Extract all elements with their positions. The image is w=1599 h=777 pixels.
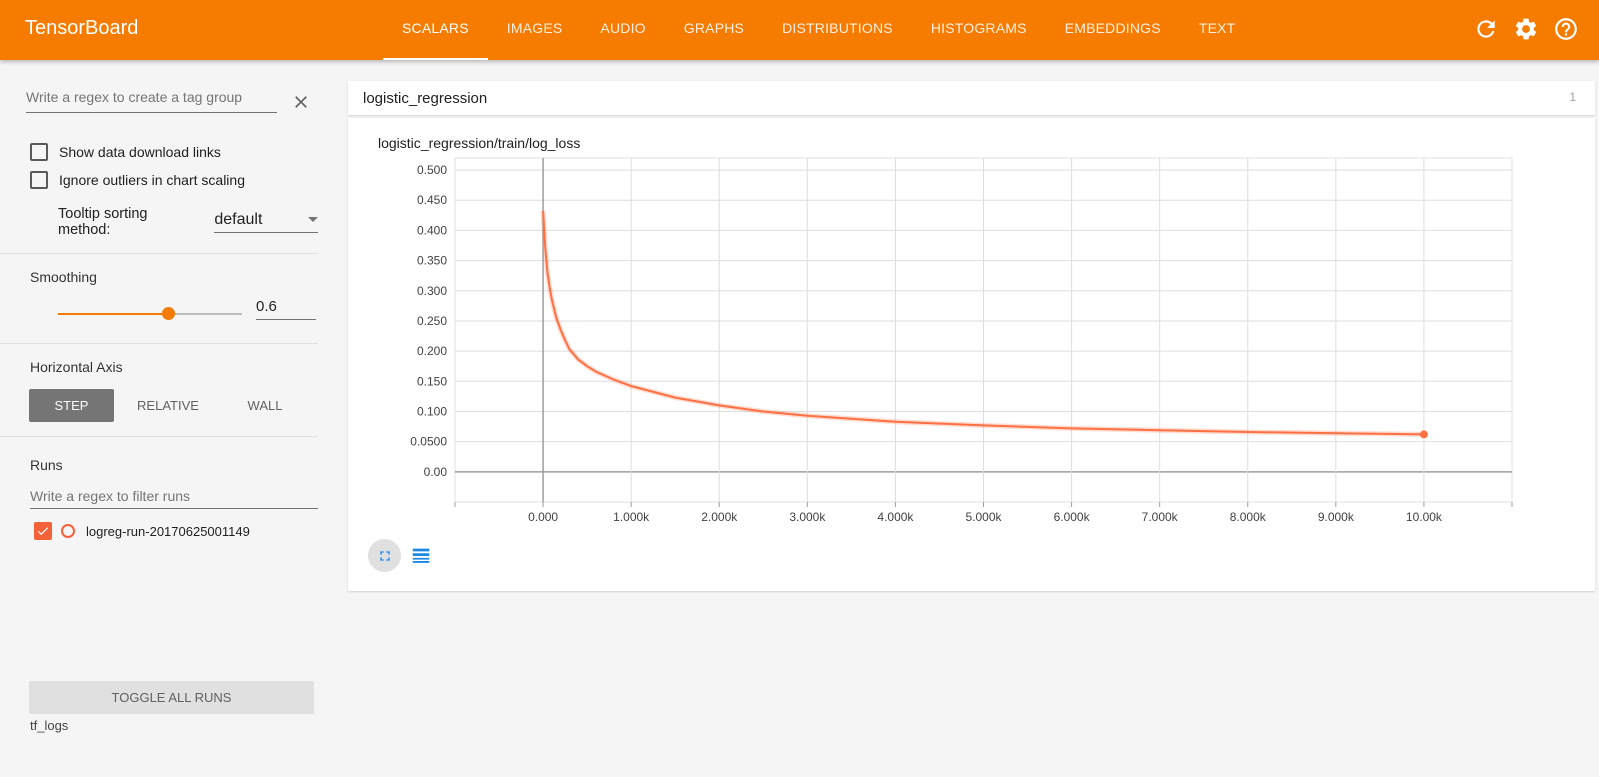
show-download-links-option: Show data download links (30, 143, 221, 161)
x-tick-label: 6.000k (1054, 510, 1091, 524)
show-download-links-label: Show data download links (59, 144, 221, 160)
tab-embeddings[interactable]: EMBEDDINGS (1064, 20, 1161, 36)
x-tick-label: 1.000k (613, 510, 650, 524)
tag-group-name: logistic_regression (363, 90, 488, 107)
x-tick-label: 8.000k (1230, 510, 1267, 524)
divider (0, 343, 318, 344)
chart-tools (368, 539, 432, 572)
tooltip-sorting-select[interactable]: default (214, 211, 318, 233)
y-tick-label: 0.200 (417, 344, 447, 358)
chevron-down-icon (308, 217, 318, 222)
y-tick-label: 0.150 (417, 374, 447, 388)
close-icon[interactable] (291, 92, 311, 117)
tab-graphs[interactable]: GRAPHS (683, 20, 745, 36)
tab-scalars[interactable]: SCALARS (383, 0, 488, 60)
horizontal-axis-title: Horizontal Axis (30, 359, 123, 375)
divider (0, 253, 318, 254)
x-tick-label: 4.000k (877, 510, 914, 524)
tooltip-sorting-label: Tooltip sorting method: (58, 206, 148, 238)
settings-icon[interactable] (1513, 16, 1539, 42)
y-tick-label: 0.450 (417, 193, 447, 207)
ignore-outliers-label: Ignore outliers in chart scaling (59, 172, 245, 188)
x-tick-label: 7.000k (1142, 510, 1179, 524)
y-tick-label: 0.100 (417, 404, 447, 418)
x-tick-label: 2.000k (701, 510, 738, 524)
smoothing-slider-knob[interactable] (162, 307, 176, 320)
tab-histograms[interactable]: HISTOGRAMS (930, 20, 1027, 36)
run-checkbox[interactable] (34, 522, 52, 540)
series-endpoint (1419, 430, 1428, 439)
scalar-chart-card: logistic_regression/train/log_loss 0.00 0… (348, 118, 1595, 591)
refresh-icon[interactable] (1473, 16, 1499, 42)
horizontal-axis-selector: STEP RELATIVE WALL (29, 389, 308, 422)
x-tick-label: 5.000k (965, 510, 1002, 524)
run-name: logreg-run-20170625001149 (86, 523, 250, 539)
runs-title: Runs (30, 457, 63, 473)
run-item: logreg-run-20170625001149 (34, 522, 250, 540)
smoothing-value-input[interactable]: 0.6 (256, 298, 316, 320)
y-tick-label: 0.400 (417, 223, 447, 237)
smoothing-title: Smoothing (30, 269, 97, 285)
tab-images[interactable]: IMAGES (506, 20, 563, 36)
dashboard-tabs: SCALARS IMAGES AUDIO GRAPHS DISTRIBUTION… (383, 0, 1254, 60)
axis-relative-button[interactable]: RELATIVE (137, 398, 199, 413)
x-tick-label: 10.00k (1406, 510, 1443, 524)
line-chart[interactable]: 0.00 0.0500 0.100 0.150 0.200 0.250 0.300 0.350… (348, 118, 1595, 533)
tab-distributions[interactable]: DISTRIBUTIONS (782, 20, 893, 36)
y-tick-label: 0.250 (417, 314, 447, 328)
help-icon[interactable] (1553, 16, 1579, 42)
checkmark-icon (37, 527, 49, 536)
series-line (542, 211, 1424, 436)
tag-group-header[interactable]: logistic_regression 1 (348, 81, 1595, 115)
app-brand: TensorBoard (25, 17, 139, 39)
fullscreen-icon[interactable] (368, 539, 401, 572)
x-tick-label: 0.000 (528, 510, 558, 524)
tag-regex-field (26, 89, 277, 113)
show-download-links-checkbox[interactable] (30, 143, 48, 161)
ignore-outliers-option: Ignore outliers in chart scaling (30, 171, 245, 189)
tooltip-sorting-value: default (214, 211, 263, 228)
y-tick-label: 0.00 (424, 465, 448, 479)
run-color-swatch[interactable] (61, 524, 75, 538)
y-tick-label: 0.500 (417, 163, 447, 177)
y-tick-label: 0.350 (417, 254, 447, 268)
log-directory: tf_logs (30, 718, 69, 733)
smoothing-slider[interactable] (58, 307, 242, 320)
toolbar-icons (1473, 16, 1579, 42)
y-tick-label: 0.0500 (410, 435, 447, 449)
smoothing-slider-fill (58, 313, 169, 315)
axis-wall-button[interactable]: WALL (247, 398, 283, 413)
sidebar: Show data download links Ignore outliers… (0, 60, 318, 777)
tooltip-sorting-row: Tooltip sorting method: default (58, 206, 318, 238)
y-tick-label: 0.300 (417, 284, 447, 298)
toggle-all-runs-button[interactable]: TOGGLE ALL RUNS (29, 681, 314, 714)
divider (0, 436, 318, 437)
data-list-icon[interactable] (410, 545, 432, 567)
tab-audio[interactable]: AUDIO (600, 20, 646, 36)
tag-regex-input[interactable] (26, 89, 277, 105)
ignore-outliers-checkbox[interactable] (30, 171, 48, 189)
x-tick-label: 9.000k (1318, 510, 1355, 524)
chart-title: logistic_regression/train/log_loss (378, 135, 581, 151)
top-app-bar: TensorBoard SCALARS IMAGES AUDIO GRAPHS … (0, 0, 1599, 60)
tag-group-count: 1 (1569, 90, 1576, 104)
x-tick-label: 3.000k (789, 510, 826, 524)
tab-text[interactable]: TEXT (1198, 20, 1236, 36)
axis-step-button[interactable]: STEP (29, 389, 114, 422)
runs-filter-input[interactable]: Write a regex to filter runs (30, 488, 318, 509)
